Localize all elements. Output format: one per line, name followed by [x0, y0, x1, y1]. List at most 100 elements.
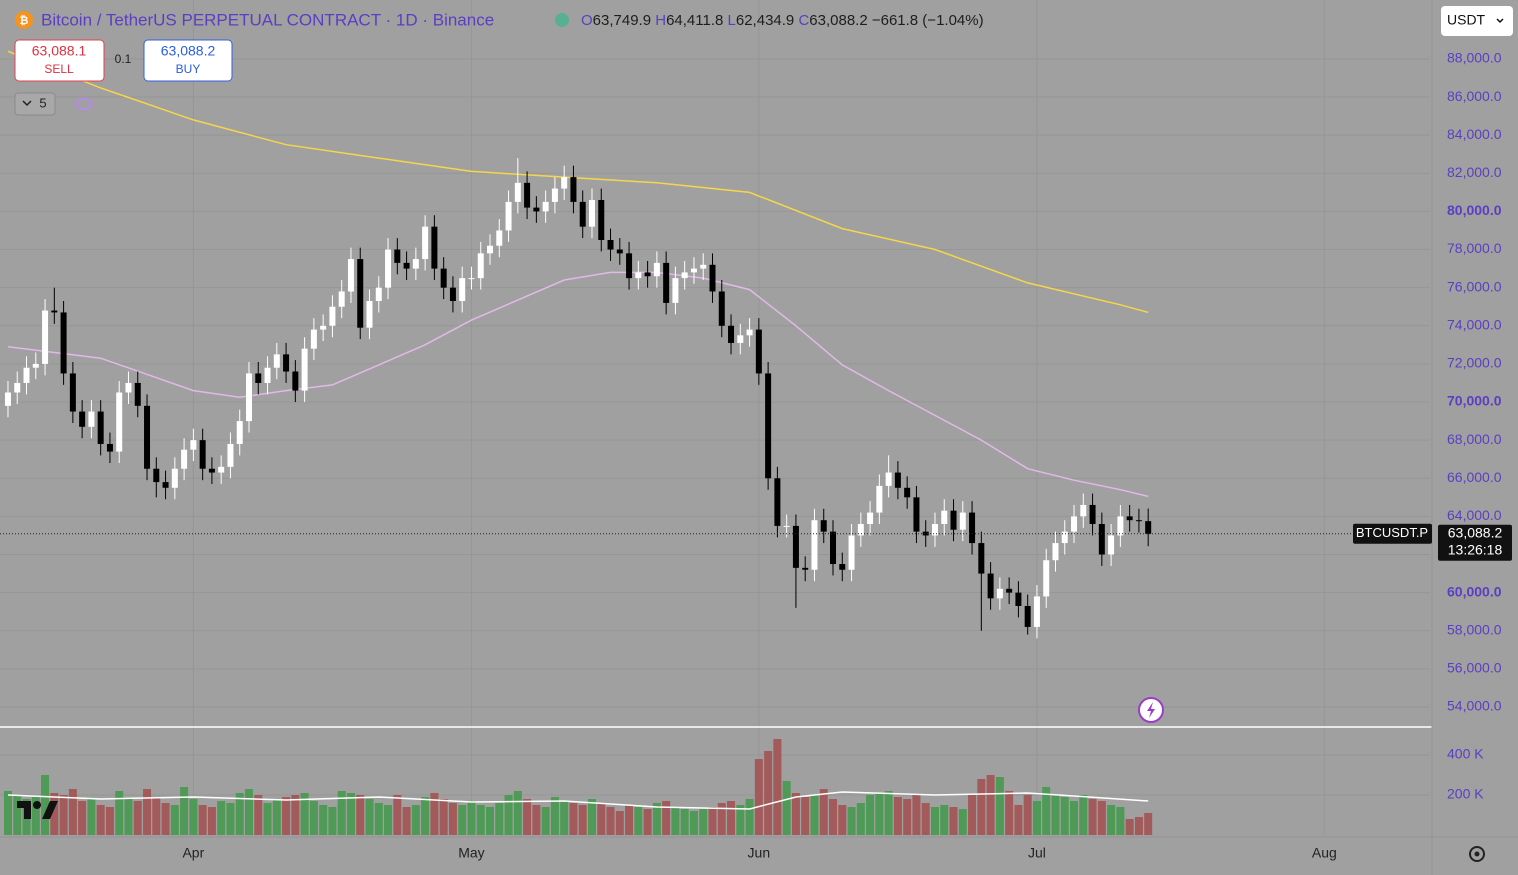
volume-bar	[59, 795, 68, 835]
volume-bar	[356, 795, 365, 835]
volume-bar	[1005, 791, 1014, 835]
volume-bar	[847, 807, 856, 835]
volume-bar	[708, 807, 717, 835]
ohlc-key: O	[581, 12, 593, 29]
candle-body	[857, 524, 864, 536]
buy-button[interactable]	[143, 39, 233, 82]
volume-bar	[689, 811, 698, 835]
ohlc-value: 63,749.9	[593, 12, 651, 29]
symbol-title[interactable]: Bitcoin / TetherUS PERPETUAL CONTRACT · …	[41, 10, 494, 29]
candle-body	[533, 207, 540, 212]
volume-bar	[244, 789, 253, 835]
candle-body	[718, 291, 725, 326]
candle-body	[709, 264, 716, 292]
candle-body	[422, 226, 429, 260]
visibility-icon[interactable]	[75, 98, 93, 110]
bitcoin-glyph: ₿	[20, 15, 29, 27]
volume-bar	[893, 797, 902, 835]
x-tick-label: Aug	[1312, 845, 1337, 861]
volume-bar	[1051, 795, 1060, 835]
volume-bar	[133, 801, 142, 835]
volume-bar	[560, 801, 569, 835]
chevron	[22, 100, 32, 107]
candle-body	[292, 371, 299, 391]
x-tick-label: May	[458, 845, 484, 861]
candle-body	[626, 253, 633, 279]
volume-bar	[115, 791, 124, 835]
candle-body	[792, 525, 799, 568]
candle-body	[524, 182, 531, 208]
volume-bar	[124, 799, 133, 835]
candle-body	[644, 272, 651, 277]
volume-bar	[1125, 819, 1134, 835]
volume-bar	[309, 801, 318, 835]
y-tick-label: 58,000.0	[1447, 621, 1502, 637]
buy-label: BUY	[176, 62, 201, 76]
ohlc-value: 62,434.9	[736, 12, 794, 29]
candle-body	[1089, 504, 1096, 525]
volume-bar	[41, 775, 50, 835]
currency-select[interactable]	[1441, 6, 1513, 36]
candle-body	[97, 411, 104, 444]
lightning	[1147, 702, 1155, 718]
candle-body	[79, 411, 86, 427]
y-tick-label: 80,000.0	[1447, 202, 1502, 218]
volume-bar	[930, 807, 939, 835]
indicator-count: 5	[39, 95, 46, 110]
volume-bar	[782, 781, 791, 835]
candle-body	[227, 443, 234, 467]
volume-bar	[1144, 813, 1153, 835]
candle-body	[1006, 588, 1013, 593]
candle-body	[1024, 605, 1031, 627]
settings-icon[interactable]	[1469, 846, 1485, 862]
volume-bar	[189, 799, 198, 835]
candle-body	[653, 262, 660, 277]
candle-body	[783, 525, 790, 527]
axes: 54,000.056,000.058,000.060,000.062,000.0…	[0, 50, 1512, 861]
volume-bar	[912, 795, 921, 835]
volume-bar	[365, 799, 374, 835]
candle-body	[23, 367, 30, 383]
candle-body	[412, 259, 419, 269]
volume-bar	[393, 795, 402, 835]
candle-body	[477, 253, 484, 279]
volume-bar	[476, 805, 485, 835]
candle-body	[236, 421, 243, 444]
ohlc-key: C	[798, 12, 809, 29]
volume-bar	[634, 807, 643, 835]
volume-bar	[161, 803, 170, 835]
moving-average	[7, 791, 1149, 810]
ohlc-key: H	[655, 12, 666, 29]
candle-body	[487, 245, 494, 254]
volume-bar	[801, 797, 810, 835]
candle-body	[728, 325, 735, 343]
volume-bar	[717, 803, 726, 835]
candle-body	[301, 348, 308, 391]
candle-body	[996, 588, 1003, 599]
candle-body	[32, 363, 39, 368]
volume-pane	[3, 739, 1153, 835]
sell-button[interactable]	[14, 39, 105, 82]
candle-body	[700, 264, 707, 269]
candle-body	[737, 335, 744, 343]
candle-body	[181, 449, 188, 469]
candle-body	[116, 392, 123, 452]
candle-body	[505, 201, 512, 231]
sell-label: SELL	[44, 62, 74, 76]
market-status[interactable]	[555, 13, 569, 27]
volume-bar	[977, 779, 986, 835]
y-tick-label: 54,000.0	[1447, 698, 1502, 714]
chevron	[1496, 18, 1504, 24]
volume-bar	[217, 801, 226, 835]
volume-bar	[838, 805, 847, 835]
candle-body	[125, 382, 132, 393]
volume-bar	[1134, 817, 1143, 835]
candle-body	[208, 468, 215, 473]
candle-body	[746, 329, 753, 336]
candle-body	[830, 531, 837, 565]
candle-body	[283, 354, 290, 372]
candle-body	[1098, 524, 1105, 555]
candle-body	[366, 301, 373, 328]
indicator-toggle[interactable]	[14, 92, 56, 116]
candle-body	[51, 310, 58, 313]
